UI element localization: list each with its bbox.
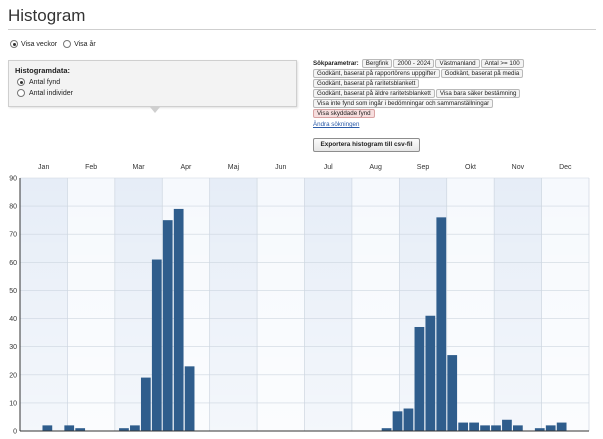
y-tick-label: 80 xyxy=(9,204,17,211)
month-label: Maj xyxy=(228,164,240,171)
month-label: Jan xyxy=(38,164,49,171)
param-chip-species: Bergfink xyxy=(361,59,393,68)
histogram-bar xyxy=(64,425,75,431)
param-chip-approved-old-rarity-form: Godkänt, baserat på äldre raritetsblanke… xyxy=(313,89,435,98)
month-label: Mar xyxy=(133,164,146,171)
histogram-bar xyxy=(119,428,129,431)
y-tick-label: 50 xyxy=(9,288,17,295)
count-observations-option[interactable]: Antal fynd xyxy=(17,78,290,86)
histogram-bar xyxy=(545,425,556,431)
y-tick-label: 70 xyxy=(9,232,17,239)
param-chip-approved-rarity-form: Godkänt, baserat på raritetsblankett xyxy=(313,79,420,88)
histogram-bar xyxy=(447,355,458,431)
histogram-bar xyxy=(42,425,53,431)
param-chip-approved-media: Godkänt, baserat på media xyxy=(440,69,524,78)
view-weeks-option[interactable]: Visa veckor xyxy=(10,40,57,48)
y-tick-label: 30 xyxy=(9,344,17,351)
histogram-bar xyxy=(469,422,479,431)
radio-unchecked-icon[interactable] xyxy=(17,89,25,97)
histogram-bar xyxy=(140,377,151,431)
y-tick-label: 0 xyxy=(13,429,17,436)
month-label: Jun xyxy=(275,164,286,171)
change-search-link[interactable]: Ändra sökningen xyxy=(313,121,360,128)
histogram-data-panel: Histogramdata: Antal fynd Antal individe… xyxy=(8,60,297,107)
histogram-bar xyxy=(556,422,567,431)
y-tick-label: 10 xyxy=(9,400,17,407)
histogram-bar xyxy=(491,425,501,431)
param-chip-count: Antal >= 100 xyxy=(480,59,524,68)
histogram-bar xyxy=(502,419,512,431)
histogram-bar xyxy=(480,425,490,431)
panel-caret-icon xyxy=(150,107,160,113)
y-tick-label: 90 xyxy=(9,176,17,183)
count-individuals-label: Antal individer xyxy=(29,89,73,97)
view-years-label: Visa år xyxy=(74,40,96,48)
histogram-bar xyxy=(436,217,447,431)
month-label: Okt xyxy=(465,164,476,171)
view-years-option[interactable]: Visa år xyxy=(63,40,96,48)
radio-checked-icon[interactable] xyxy=(17,78,25,86)
month-label: Apr xyxy=(181,164,193,171)
y-tick-label: 60 xyxy=(9,260,17,267)
histogram-data-title: Histogramdata: xyxy=(15,66,71,75)
param-chip-exclude-assessments: Visa inte fynd som ingår i bedömningar o… xyxy=(313,99,494,108)
histogram-bar xyxy=(513,425,523,431)
histogram-bar xyxy=(184,366,195,431)
histogram-bar xyxy=(414,326,425,431)
title-divider xyxy=(8,29,596,30)
histogram-bar xyxy=(75,428,86,431)
search-parameters-label: Sökparametrar: xyxy=(313,60,359,67)
count-observations-label: Antal fynd xyxy=(29,78,61,86)
histogram-bar xyxy=(534,428,545,431)
y-tick-label: 40 xyxy=(9,316,17,323)
histogram-bar xyxy=(173,208,184,431)
search-parameters: Sökparametrar: Bergfink 2000 - 2024 Västman… xyxy=(313,59,603,130)
export-csv-button[interactable]: Exportera histogram till csv-fil xyxy=(313,138,420,152)
y-tick-label: 20 xyxy=(9,372,17,379)
month-label: Dec xyxy=(559,164,572,171)
count-individuals-option[interactable]: Antal individer xyxy=(17,89,290,97)
param-chip-region: Västmanland xyxy=(435,59,480,68)
month-label: Nov xyxy=(512,164,525,171)
view-weeks-label: Visa veckor xyxy=(21,40,58,48)
month-label: Aug xyxy=(369,164,382,171)
histogram-svg: 0 10 20 30 40 50 60 70 80 90 Jan Feb Mar Apr Maj Jun Jul… xyxy=(9,164,590,436)
histogram-bar xyxy=(151,259,162,431)
histogram-bar xyxy=(458,422,469,431)
histogram-bar xyxy=(425,315,436,431)
histogram-bar xyxy=(130,425,140,431)
histogram-bar xyxy=(392,411,403,431)
histogram-bar xyxy=(403,408,414,431)
month-label: Sep xyxy=(417,164,430,171)
view-mode-selector: Visa veckor Visa år xyxy=(10,40,96,48)
histogram-chart: 0 10 20 30 40 50 60 70 80 90 Jan Feb Mar Apr Maj Jun Jul… xyxy=(0,155,603,439)
month-label: Feb xyxy=(85,164,97,171)
month-label: Jul xyxy=(324,164,333,171)
page-title: Histogram xyxy=(8,6,86,25)
param-chip-certain-only: Visa bara säker bestämning xyxy=(435,89,521,98)
histogram-bar xyxy=(381,428,392,431)
param-chip-approved-reporter: Godkänt, baserat på rapportörens uppgift… xyxy=(313,69,440,78)
radio-unchecked-icon[interactable] xyxy=(63,40,72,48)
radio-checked-icon[interactable] xyxy=(10,40,18,48)
histogram-bar xyxy=(162,220,173,431)
param-chip-protected: Visa skyddade fynd xyxy=(313,109,375,118)
param-chip-years: 2000 - 2024 xyxy=(393,59,435,68)
